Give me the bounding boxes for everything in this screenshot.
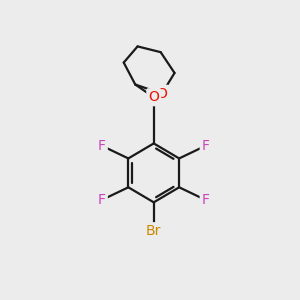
Text: O: O [148,90,159,104]
Text: Br: Br [146,224,161,238]
Text: F: F [202,139,210,153]
Text: F: F [98,193,106,207]
Text: F: F [98,139,106,153]
Text: F: F [202,193,210,207]
Text: O: O [156,87,167,101]
